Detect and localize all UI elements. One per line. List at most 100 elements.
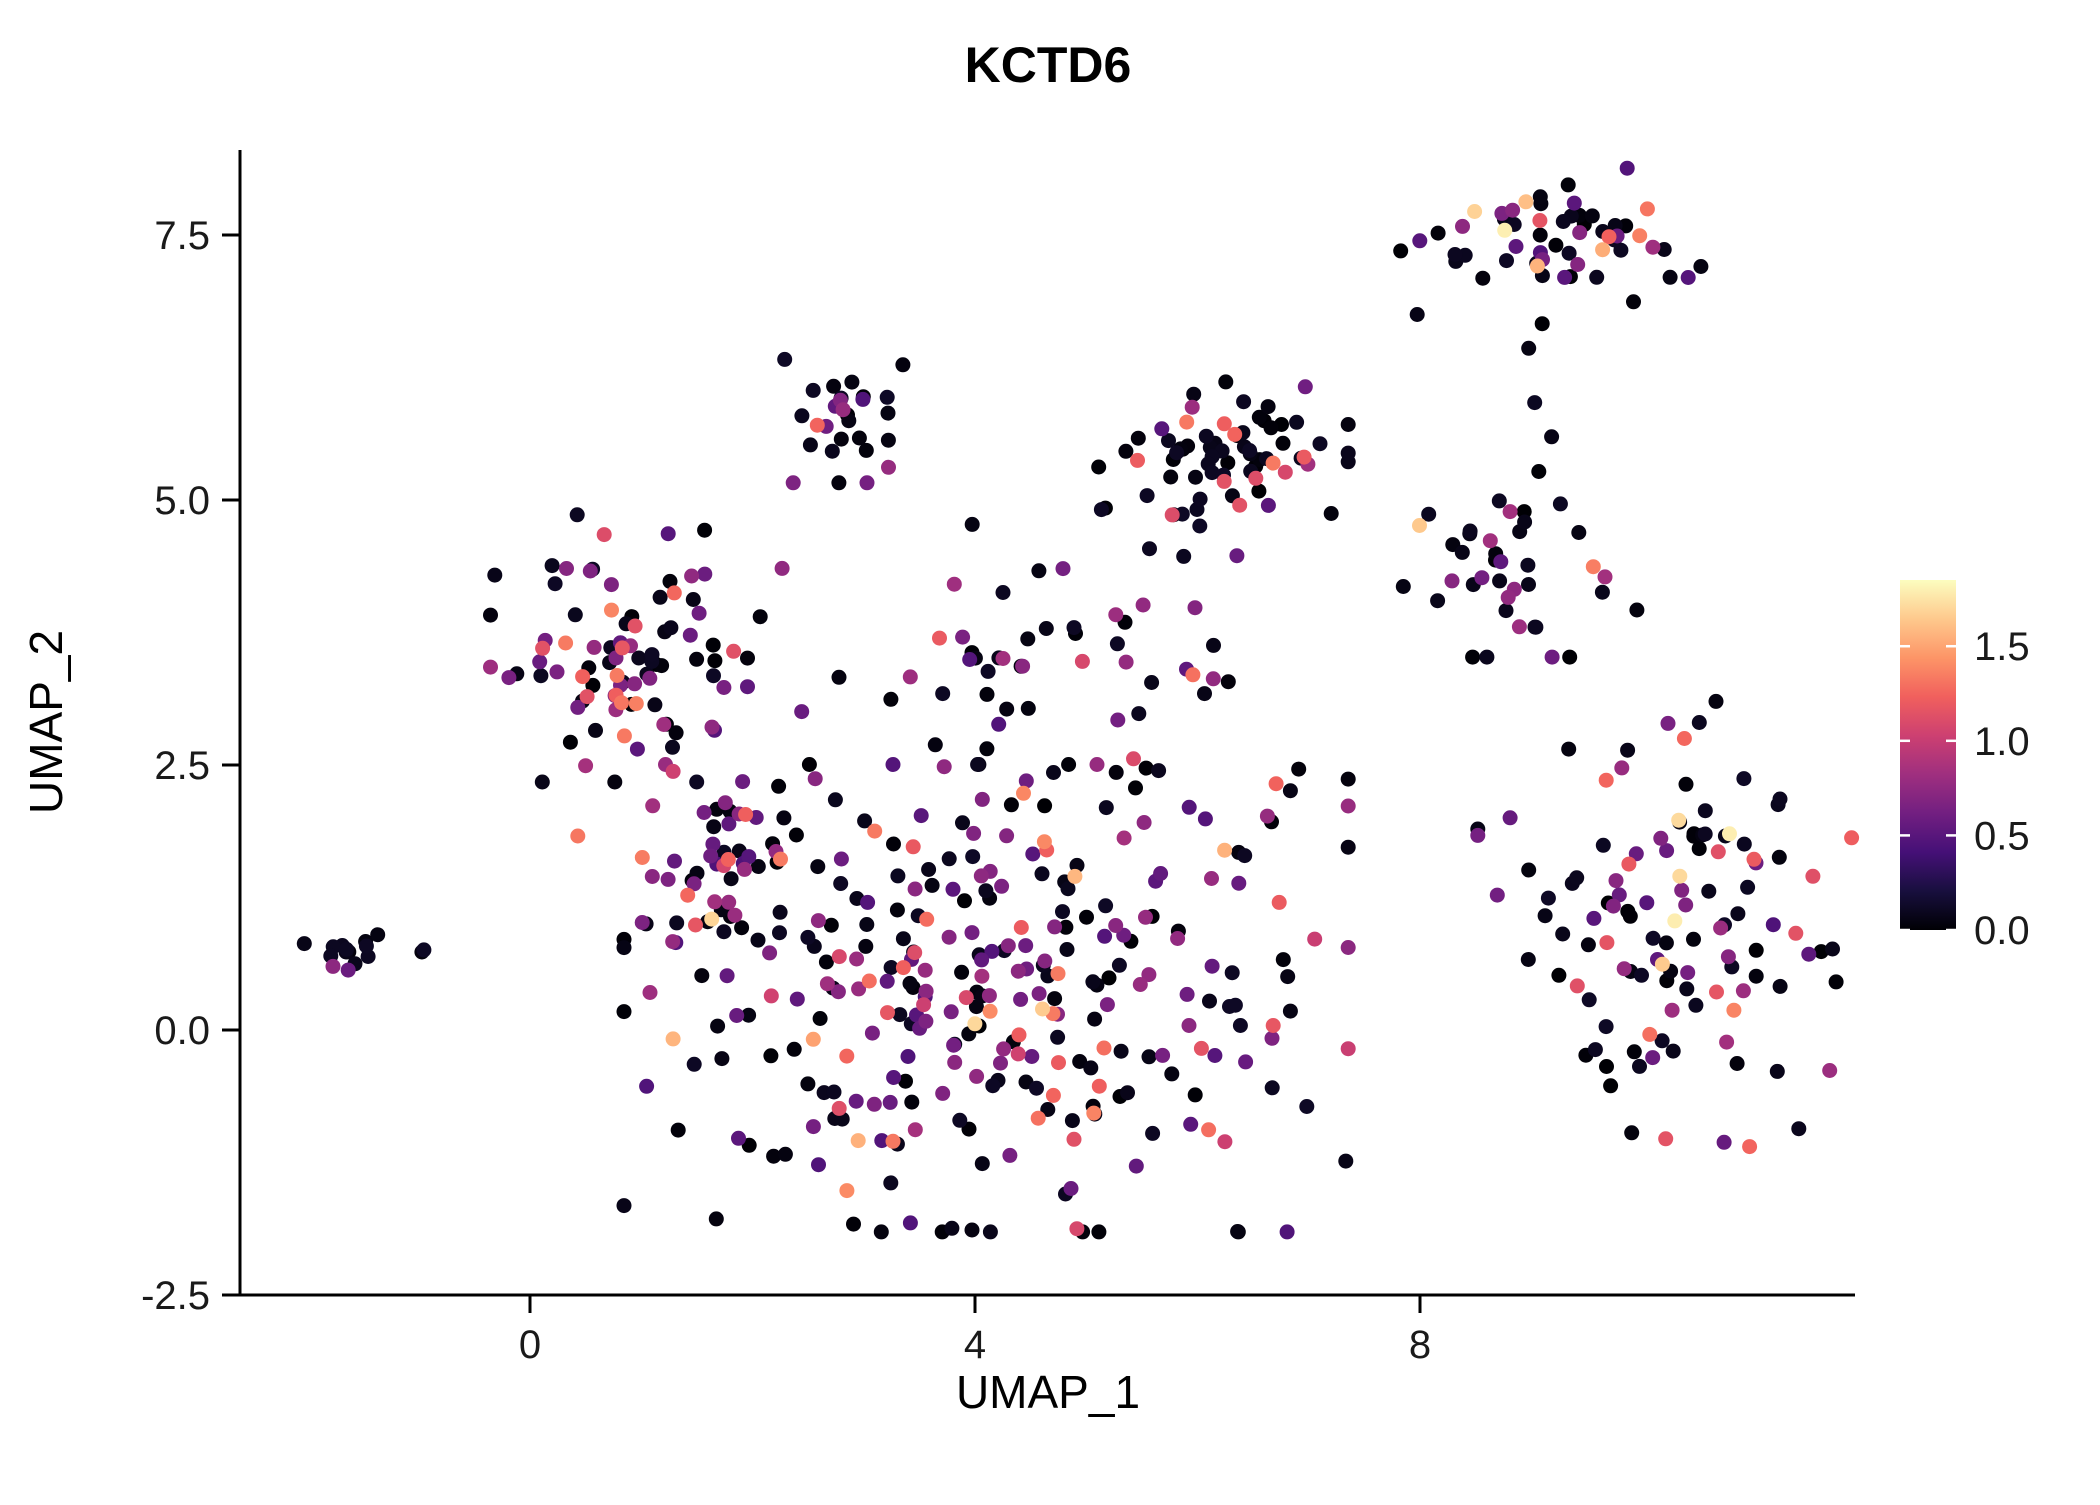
data-point	[1454, 544, 1470, 560]
data-point	[1089, 757, 1105, 772]
data-point	[1557, 269, 1573, 285]
data-point	[1801, 946, 1817, 962]
data-point	[1187, 1087, 1203, 1103]
data-point	[1520, 557, 1536, 573]
data-point	[1393, 243, 1409, 259]
data-point	[614, 695, 629, 711]
y-tick-label: 5.0	[154, 479, 210, 523]
data-point	[607, 774, 623, 790]
data-point	[913, 808, 929, 824]
data-point	[995, 585, 1011, 600]
data-point	[1581, 992, 1597, 1008]
data-point	[839, 1183, 855, 1199]
data-point	[680, 887, 696, 903]
data-point	[1659, 843, 1675, 859]
data-point	[1656, 242, 1672, 257]
data-point	[777, 1146, 793, 1162]
data-point	[1729, 1056, 1745, 1071]
data-point	[984, 943, 1000, 959]
data-point	[818, 954, 834, 970]
data-point	[880, 405, 896, 421]
data-point	[1275, 435, 1291, 451]
data-point	[879, 389, 895, 405]
data-point	[1220, 455, 1236, 471]
data-point	[579, 689, 595, 705]
data-point	[978, 883, 994, 899]
data-point	[1465, 649, 1481, 665]
data-point	[1569, 870, 1585, 886]
data-point	[841, 413, 857, 429]
data-point	[886, 1070, 902, 1085]
data-point	[665, 934, 681, 950]
data-point	[1164, 507, 1180, 523]
data-point	[831, 949, 847, 965]
data-point	[1555, 214, 1571, 229]
data-point	[1260, 399, 1276, 415]
data-point	[1340, 771, 1356, 787]
x-tick-label: 4	[964, 1323, 986, 1367]
data-point	[1551, 967, 1567, 983]
data-point	[558, 635, 574, 651]
data-point	[1740, 879, 1756, 895]
data-point	[706, 668, 721, 684]
data-point	[1421, 506, 1437, 522]
data-point	[1291, 761, 1307, 777]
data-point	[689, 774, 705, 790]
data-point	[1170, 931, 1186, 946]
x-axis-label: UMAP_1	[956, 1366, 1140, 1418]
data-point	[1534, 316, 1550, 332]
data-point	[907, 945, 923, 961]
data-point	[907, 881, 923, 897]
data-point	[810, 859, 826, 875]
data-point	[1128, 780, 1143, 796]
data-point	[919, 911, 935, 927]
data-point	[958, 990, 974, 1006]
data-point	[645, 798, 661, 814]
data-point	[1197, 686, 1212, 702]
data-point	[982, 1003, 998, 1019]
data-point	[544, 558, 560, 574]
data-point	[1141, 1049, 1157, 1065]
data-point	[1181, 799, 1197, 815]
data-point	[696, 805, 712, 820]
data-point	[848, 1093, 864, 1109]
data-point	[833, 876, 849, 891]
x-tick-label: 8	[1409, 1323, 1431, 1367]
data-point	[1709, 984, 1724, 1000]
data-point	[774, 560, 790, 576]
data-point	[631, 650, 647, 666]
data-point	[1654, 1033, 1670, 1049]
data-point	[962, 652, 978, 667]
data-point	[1264, 1080, 1280, 1096]
data-point	[1179, 414, 1195, 430]
data-point	[1237, 848, 1253, 864]
data-point	[547, 576, 563, 592]
data-point	[827, 792, 843, 808]
data-point	[1621, 856, 1637, 872]
data-point	[567, 607, 583, 623]
data-point	[705, 637, 721, 653]
data-point	[1018, 773, 1034, 789]
data-point	[1204, 465, 1220, 481]
data-point	[1544, 649, 1560, 665]
data-point	[1518, 194, 1534, 210]
data-point	[946, 1037, 962, 1053]
data-point	[1216, 416, 1232, 432]
data-point	[688, 917, 703, 933]
data-point	[1552, 496, 1568, 512]
data-point	[993, 1055, 1008, 1071]
data-point	[955, 629, 971, 645]
data-point	[1024, 1049, 1040, 1064]
data-point	[1038, 621, 1054, 636]
data-point	[946, 576, 962, 592]
data-point	[1462, 523, 1478, 539]
data-point	[941, 851, 957, 867]
data-point	[1011, 1027, 1027, 1043]
data-point	[1589, 269, 1605, 285]
data-point	[970, 757, 986, 772]
data-point	[905, 839, 921, 855]
data-point	[1570, 257, 1586, 272]
data-point	[1624, 1125, 1640, 1141]
data-point	[1197, 811, 1213, 827]
data-point	[786, 1041, 802, 1057]
